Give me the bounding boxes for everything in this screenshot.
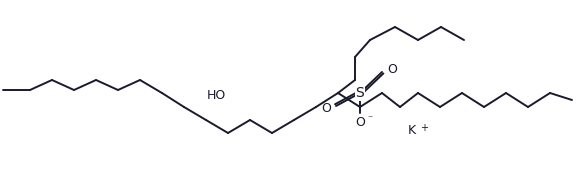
Text: O: O [321,102,331,114]
Text: O: O [387,62,397,75]
Text: ⁻: ⁻ [367,114,372,124]
Text: K: K [408,125,416,138]
Text: HO: HO [207,89,226,102]
Text: O: O [355,116,365,129]
Text: +: + [420,123,428,133]
Text: S: S [356,86,364,100]
